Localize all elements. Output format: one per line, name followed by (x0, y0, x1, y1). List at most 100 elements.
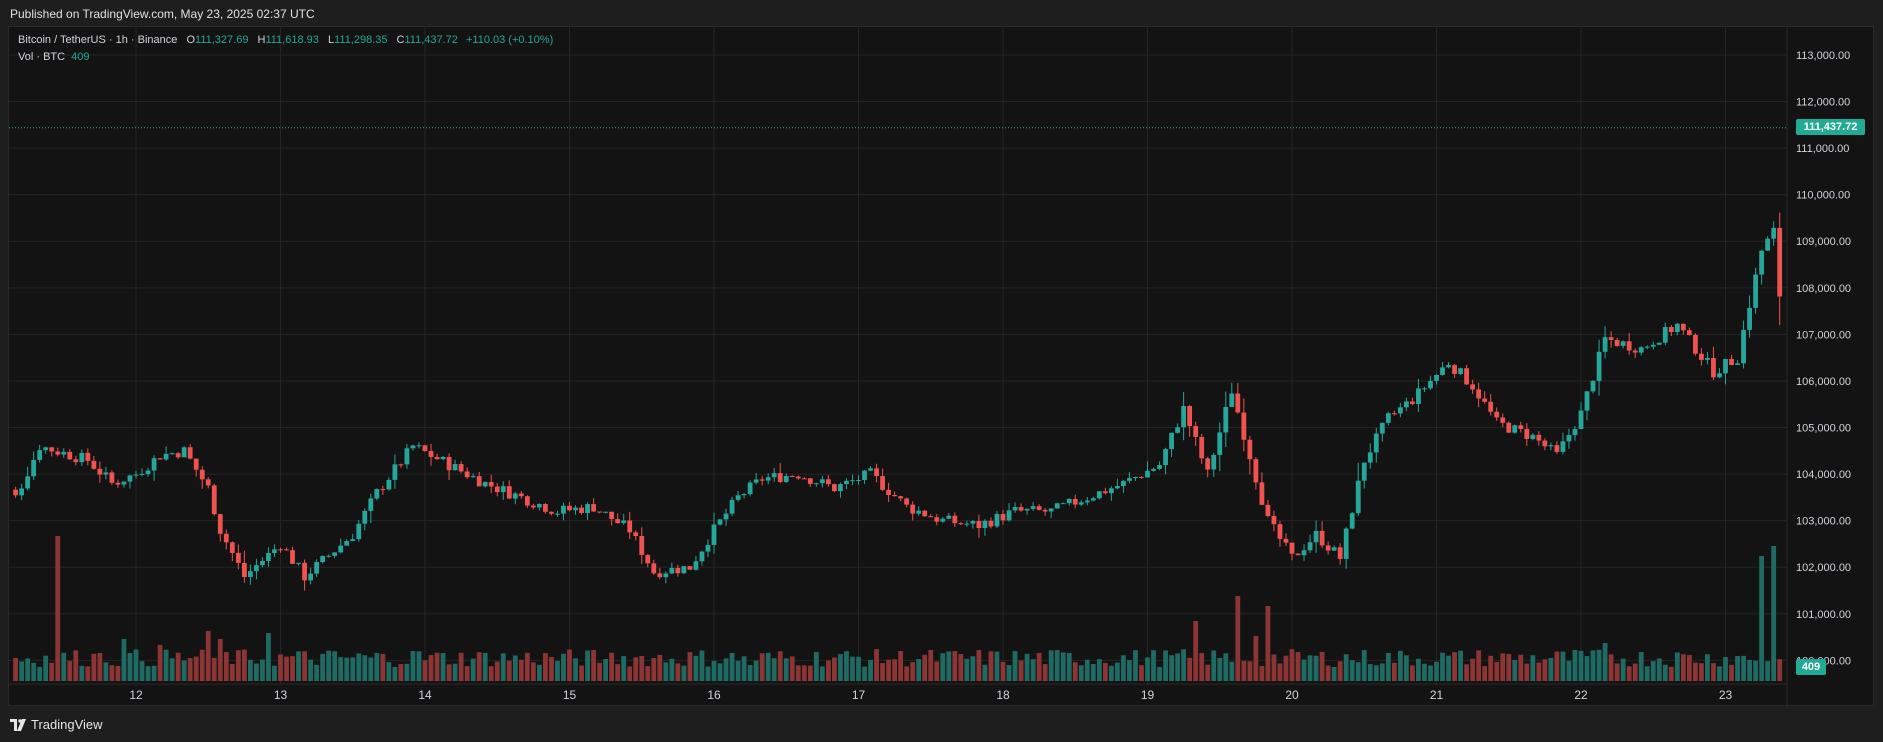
volume-bar (1530, 655, 1536, 681)
candle-body (1512, 425, 1518, 433)
volume-bar (825, 660, 831, 681)
y-tick-label: 103,000.00 (1796, 516, 1851, 528)
y-tick-label: 112,000.00 (1796, 97, 1850, 109)
volume-bar (1422, 663, 1427, 681)
volume-bar (187, 658, 193, 681)
candle-body (1060, 503, 1066, 505)
candle-body (49, 447, 55, 452)
volume-bar (723, 658, 729, 681)
candle-body (1331, 547, 1337, 551)
volume-bar (1403, 655, 1409, 681)
volume-bar (1289, 649, 1295, 681)
volume-bar (1127, 660, 1132, 681)
candle-body (272, 549, 277, 553)
volume-bar (464, 666, 470, 681)
candle-body (1662, 327, 1668, 343)
volume-bar (1584, 656, 1590, 681)
volume-bar (645, 666, 651, 681)
chart-frame[interactable]: 113,000.00 112,000.00 111,000.00 110,000.00… (8, 26, 1875, 707)
candle-body (1379, 422, 1385, 434)
candle-body (506, 486, 512, 499)
volume-bar (591, 649, 596, 681)
candle-body (266, 552, 271, 561)
candle-body (1337, 547, 1343, 559)
candle-body (1403, 401, 1409, 408)
volume-bar (139, 661, 145, 681)
volume-bar (175, 652, 181, 681)
candle-body (1536, 434, 1542, 441)
volume-bar (1157, 666, 1162, 681)
volume-bar (1301, 659, 1307, 681)
candle-body (1102, 491, 1108, 494)
volume-bar (127, 653, 133, 681)
candle-body (1139, 476, 1144, 478)
candle-body (1578, 410, 1584, 430)
candle-body (368, 498, 374, 511)
candle-body (1777, 227, 1783, 297)
volume-bar (1711, 663, 1716, 681)
candle-body (910, 504, 916, 514)
candle-body (1295, 553, 1301, 556)
volume-bar (1680, 654, 1686, 681)
volume-bar (374, 653, 380, 681)
open-value: 111,327.69 (195, 34, 249, 46)
candle-body (181, 447, 187, 458)
volume-bar (67, 660, 73, 681)
volume-bar (386, 662, 392, 681)
volume-bar (1235, 596, 1241, 681)
candle-body (1169, 432, 1174, 450)
candle-body (446, 456, 452, 471)
volume-bar (1042, 664, 1048, 681)
volume-bar (1410, 665, 1415, 681)
candle-body (229, 542, 235, 553)
volume-bar (1090, 664, 1096, 681)
candle-body (1391, 413, 1397, 415)
volume-bar (1096, 659, 1102, 681)
volume-bar (543, 653, 548, 681)
volume-bar (1506, 653, 1512, 681)
volume-bar (585, 650, 590, 681)
candle-body (1151, 468, 1156, 471)
volume-bar (1464, 664, 1470, 681)
volume-bar (422, 660, 428, 681)
candle-body (597, 511, 603, 513)
candle-body (284, 549, 289, 551)
candle-body (1247, 439, 1253, 460)
volume-bar (55, 536, 61, 681)
tradingview-brand[interactable]: TradingView (10, 717, 103, 732)
volume-bar (783, 658, 789, 681)
candle-body (1765, 238, 1771, 251)
candle-body (1367, 452, 1373, 463)
volume-bar (1307, 655, 1313, 681)
volume-bar (482, 653, 488, 681)
candle-body (1000, 513, 1006, 521)
volume-bar (1656, 658, 1662, 681)
candle-body (862, 470, 867, 481)
candle-body (1319, 530, 1325, 546)
candle-body (308, 573, 314, 581)
candle-body (675, 567, 681, 574)
volume-bar (1735, 656, 1740, 681)
candle-body (187, 447, 193, 459)
volume-bar (157, 645, 163, 681)
volume-bar (832, 657, 837, 681)
candle-body (1680, 323, 1686, 331)
x-tick-label: 21 (1430, 688, 1444, 702)
x-tick-label: 14 (418, 688, 432, 702)
candle-body (1271, 515, 1277, 525)
volume-bar (1494, 661, 1500, 681)
volume-bar (61, 652, 67, 681)
candlestick-chart[interactable]: 113,000.00 112,000.00 111,000.00 110,000.00… (9, 27, 1875, 707)
candle-body (699, 551, 705, 562)
candle-body (1193, 426, 1199, 437)
candle-body (296, 562, 301, 564)
volume-bar (434, 652, 440, 681)
volume-bar (332, 651, 338, 681)
candle-body (928, 516, 934, 518)
volume-bar (1482, 666, 1488, 681)
volume-bar (1169, 655, 1174, 681)
volume-bar (1458, 650, 1463, 681)
volume-bar (1133, 650, 1138, 681)
candle-body (1084, 500, 1090, 503)
candle-body (1289, 542, 1295, 554)
